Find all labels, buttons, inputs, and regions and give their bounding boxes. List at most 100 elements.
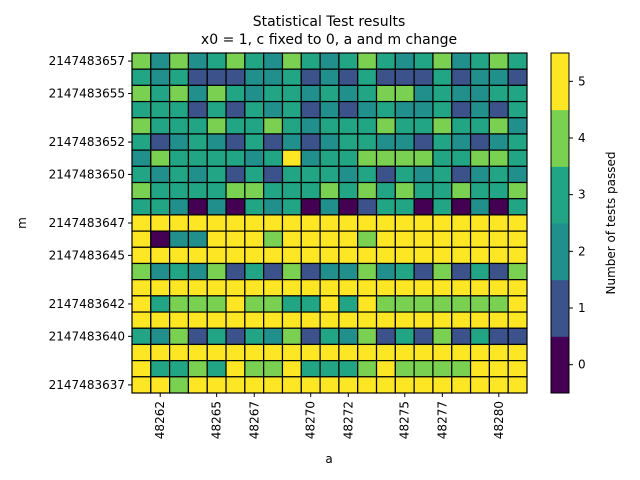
heatmap-cell: [225, 279, 246, 297]
heatmap-cell: [281, 181, 302, 200]
heatmap-cell: [206, 279, 227, 297]
heatmap-cell: [432, 149, 453, 167]
heatmap-cell: [131, 68, 152, 86]
heatmap-cell: [319, 149, 340, 167]
heatmap-cell: [375, 52, 396, 70]
colorbar: 0 1 2 3 4 5: [550, 52, 586, 394]
heatmap-cell: [263, 149, 284, 167]
heatmap-cell: [375, 262, 396, 281]
heatmap-cell: [169, 100, 190, 119]
heatmap-cell: [206, 230, 227, 248]
heatmap-cell: [338, 360, 359, 378]
heatmap-cell: [413, 149, 434, 167]
heatmap-cell: [432, 68, 453, 86]
heatmap-cell: [507, 360, 528, 378]
heatmap-cell: [319, 165, 340, 184]
heatmap-cell: [413, 230, 434, 248]
heatmap-cell: [357, 214, 378, 232]
heatmap-cell: [169, 262, 190, 281]
heatmap-cell: [206, 327, 227, 346]
heatmap-cell: [488, 84, 509, 103]
colorbar-segment: [551, 223, 569, 281]
heatmap-cell: [338, 376, 359, 394]
heatmap-cell: [413, 165, 434, 184]
heatmap-cell: [131, 52, 152, 70]
heatmap-cell: [131, 181, 152, 200]
heatmap-cell: [432, 84, 453, 103]
heatmap-cell: [131, 327, 152, 346]
heatmap-cell: [244, 214, 265, 232]
heatmap-cell: [206, 181, 227, 200]
y-tick-label: 2147483647: [49, 216, 125, 230]
heatmap-cell: [169, 311, 190, 329]
heatmap-cell: [357, 360, 378, 378]
heatmap-cell: [187, 198, 208, 216]
heatmap-cell: [451, 343, 472, 362]
x-tick-label: 48272: [341, 401, 355, 439]
heatmap-cell: [357, 295, 378, 313]
heatmap-cell: [319, 133, 340, 151]
heatmap-cell: [169, 84, 190, 103]
heatmap-cell: [169, 376, 190, 394]
x-axis-label: a: [325, 452, 332, 466]
heatmap-cell: [169, 214, 190, 232]
heatmap-cell: [169, 360, 190, 378]
heatmap-cell: [281, 262, 302, 281]
heatmap-cell: [244, 360, 265, 378]
heatmap-cell: [169, 198, 190, 216]
heatmap-cell: [150, 117, 171, 135]
heatmap-cell: [507, 376, 528, 394]
heatmap-cell: [206, 100, 227, 119]
heatmap-cell: [187, 262, 208, 281]
heatmap-cell: [225, 133, 246, 151]
heatmap-cell: [413, 246, 434, 265]
heatmap-cell: [507, 311, 528, 329]
heatmap-cell: [319, 117, 340, 135]
heatmap-cell: [338, 311, 359, 329]
heatmap-cell: [413, 133, 434, 151]
heatmap-cell: [300, 230, 321, 248]
heatmap-cell: [488, 311, 509, 329]
x-tick-label: 48277: [435, 401, 449, 439]
heatmap-cell: [244, 117, 265, 135]
heatmap-cell: [375, 68, 396, 86]
heatmap-cell: [187, 84, 208, 103]
heatmap-cell: [507, 279, 528, 297]
heatmap-cell: [375, 165, 396, 184]
heatmap-cell: [169, 327, 190, 346]
heatmap-cell: [263, 376, 284, 394]
heatmap-cell: [375, 376, 396, 394]
heatmap-cell: [131, 279, 152, 297]
heatmap-cell: [338, 327, 359, 346]
heatmap-cell: [319, 376, 340, 394]
heatmap-cell: [413, 52, 434, 70]
heatmap-cell: [357, 327, 378, 346]
heatmap-cell: [432, 198, 453, 216]
colorbar-segment: [551, 166, 569, 224]
heatmap-cell: [244, 262, 265, 281]
colorbar-label: Number of tests passed: [604, 152, 618, 295]
heatmap-cell: [300, 165, 321, 184]
heatmap-cell: [150, 360, 171, 378]
heatmap-cell: [319, 181, 340, 200]
heatmap-cell: [469, 84, 490, 103]
heatmap-cell: [131, 360, 152, 378]
heatmap-cell: [413, 68, 434, 86]
colorbar-segment: [551, 279, 569, 337]
heatmap-cell: [263, 84, 284, 103]
heatmap-cell: [432, 360, 453, 378]
heatmap-cell: [244, 165, 265, 184]
heatmap-cell: [300, 52, 321, 70]
heatmap-cell: [488, 133, 509, 151]
heatmap-cell: [225, 100, 246, 119]
heatmap-cell: [451, 84, 472, 103]
y-axis-label: m: [15, 217, 29, 229]
heatmap-cell: [338, 246, 359, 265]
heatmap-cell: [206, 376, 227, 394]
heatmap-cell: [206, 198, 227, 216]
heatmap-cell: [451, 68, 472, 86]
heatmap-cell: [394, 133, 415, 151]
heatmap-cell: [281, 100, 302, 119]
x-tick-label: 48262: [153, 401, 167, 439]
heatmap-cell: [300, 149, 321, 167]
